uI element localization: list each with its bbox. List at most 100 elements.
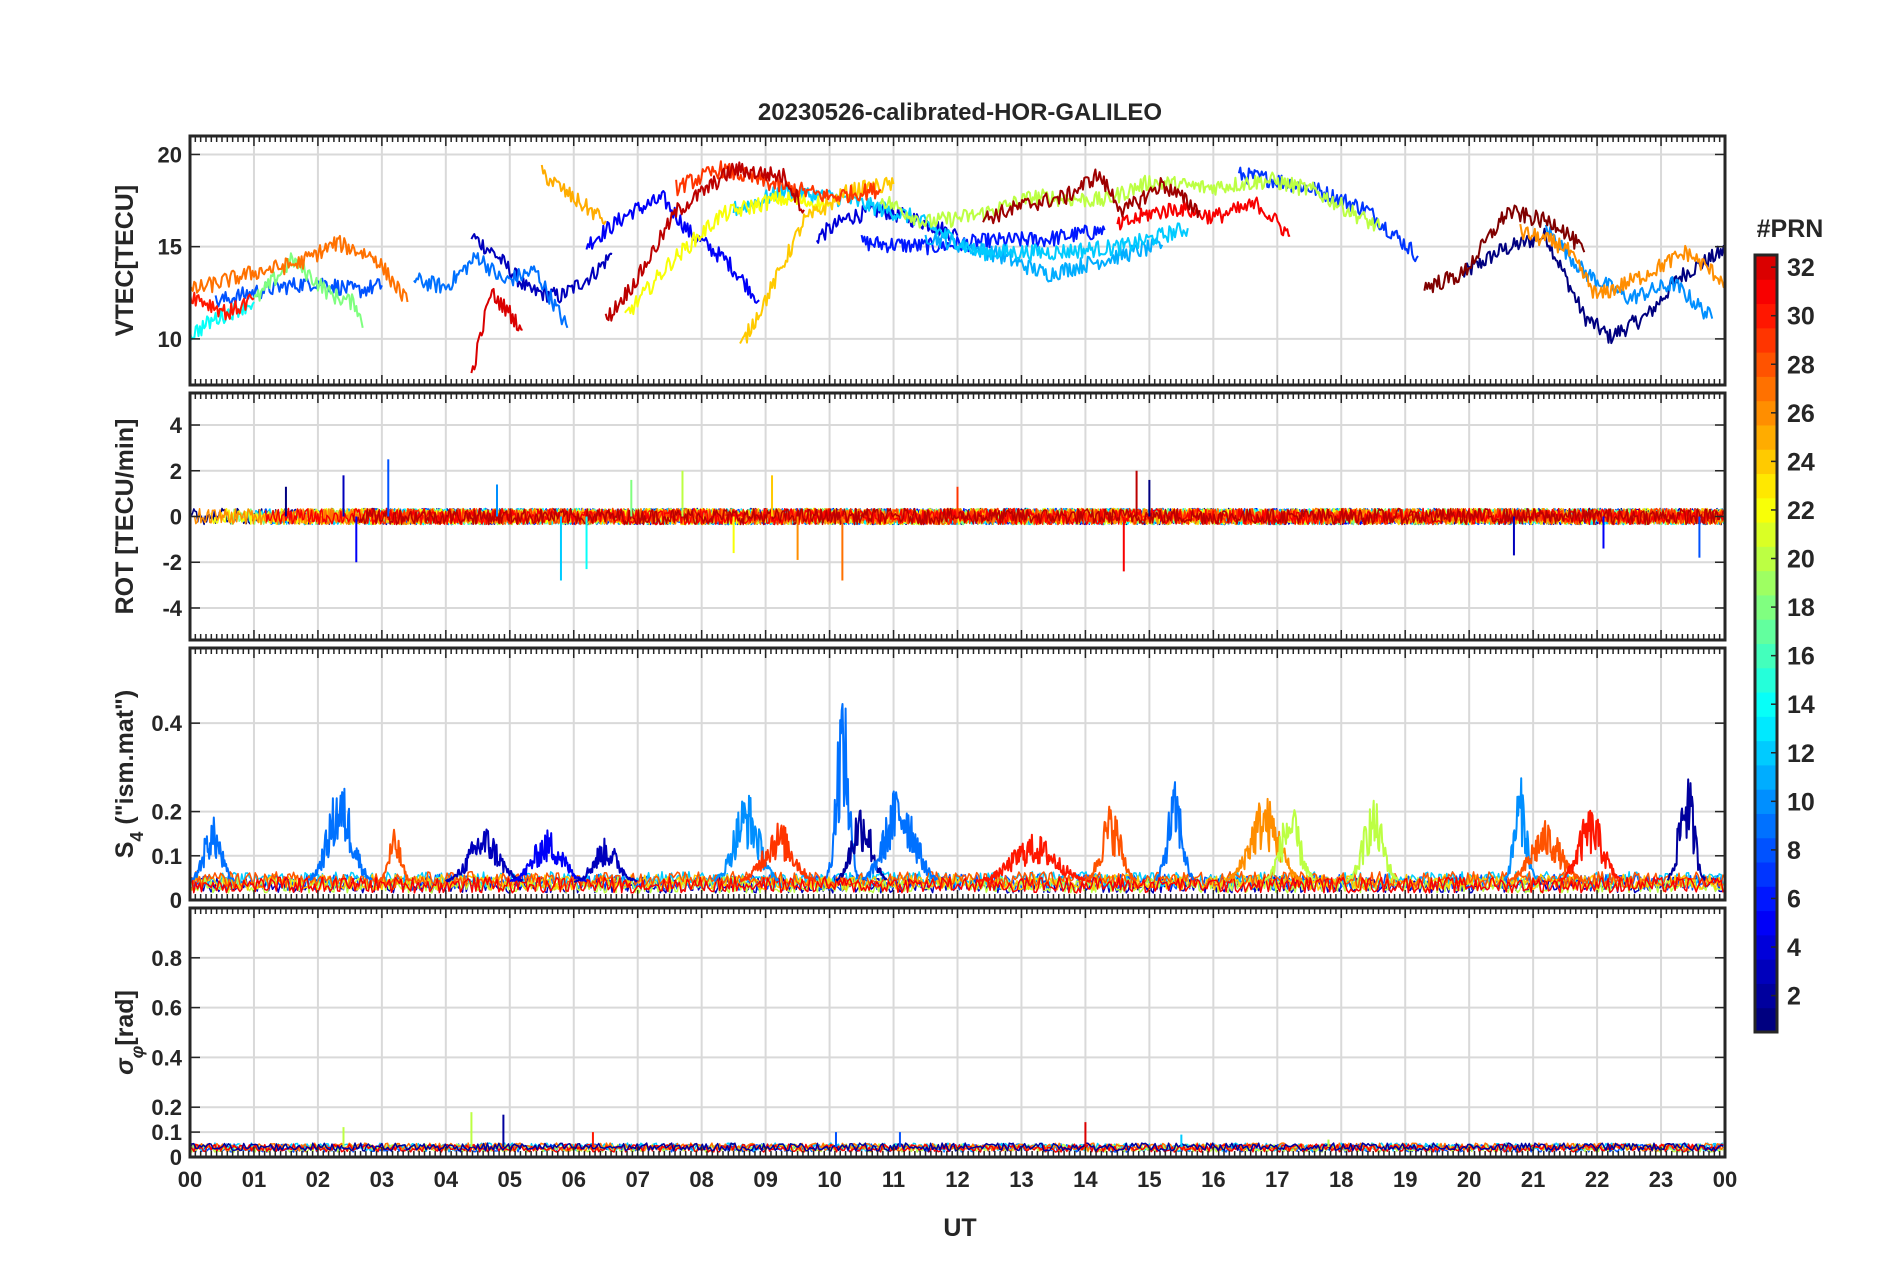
x-tick-label: 10 bbox=[817, 1167, 841, 1192]
series-prn-31 bbox=[1116, 196, 1291, 237]
burst-prn-9 bbox=[307, 787, 373, 881]
data-layer bbox=[190, 160, 1725, 374]
panel-rot: 4 2 0 -2 -4 ROT [TECU/min] bbox=[111, 391, 1727, 642]
x-tick-label: 05 bbox=[498, 1167, 522, 1192]
x-tick-label: 16 bbox=[1201, 1167, 1225, 1192]
burst-prn-28 bbox=[1084, 805, 1137, 882]
burst-prn-29 bbox=[739, 822, 817, 883]
x-tick-label: 11 bbox=[882, 1167, 905, 1192]
x-tick-label: 19 bbox=[1393, 1167, 1417, 1192]
colorbar-segment bbox=[1755, 886, 1777, 912]
burst-prn-9 bbox=[1155, 781, 1195, 881]
series-prn-10 bbox=[1544, 224, 1714, 320]
colorbar-segment bbox=[1755, 522, 1777, 547]
colorbar-segment bbox=[1755, 255, 1777, 280]
colorbar-segment bbox=[1755, 279, 1777, 305]
colorbar-border bbox=[1753, 253, 1779, 1034]
colorbar-tick-label: 14 bbox=[1787, 691, 1815, 719]
colorbar-tick-label: 18 bbox=[1787, 594, 1815, 622]
series-prn-20 bbox=[879, 171, 1381, 232]
colorbar-segment bbox=[1755, 352, 1777, 377]
colorbar-tick-label: 28 bbox=[1787, 351, 1815, 379]
y-axis-label: S4 ("ism.mat") bbox=[111, 690, 147, 859]
x-tick-label: 21 bbox=[1521, 1167, 1545, 1192]
burst-prn-30 bbox=[976, 833, 1092, 883]
x-tick-label: 07 bbox=[625, 1167, 649, 1192]
colorbar-segment bbox=[1755, 740, 1777, 766]
x-tick-label: 00 bbox=[178, 1167, 202, 1192]
y-tick-label: 20 bbox=[158, 142, 182, 167]
series-prn-14 bbox=[190, 299, 255, 341]
burst-prn-26 bbox=[1225, 797, 1303, 882]
y-tick-label: 2 bbox=[170, 459, 182, 484]
y-tick-label: 0.1 bbox=[151, 1120, 182, 1145]
colorbar-tick-label: 8 bbox=[1787, 837, 1801, 865]
series-prn-35 bbox=[1423, 204, 1586, 294]
colorbar-segment bbox=[1755, 716, 1777, 742]
series-prn-26 bbox=[1519, 223, 1725, 299]
series-prn-32 bbox=[470, 287, 523, 374]
series-prn-4 bbox=[815, 202, 959, 244]
x-tick-label: 15 bbox=[1137, 1167, 1161, 1192]
colorbar-segment bbox=[1755, 400, 1777, 426]
colorbar-segment bbox=[1755, 983, 1777, 1009]
colorbar-tick-label: 16 bbox=[1787, 643, 1815, 671]
y-tick-label: 0.4 bbox=[151, 1045, 182, 1070]
colorbar-segment bbox=[1755, 546, 1777, 572]
y-axis-label: σφ[rad] bbox=[111, 990, 147, 1075]
series-prn-33 bbox=[352, 507, 1725, 526]
burst-prn-10 bbox=[713, 794, 780, 882]
series-prn-18 bbox=[253, 252, 364, 328]
colorbar-segment bbox=[1755, 862, 1777, 887]
colorbar-segment bbox=[1755, 376, 1777, 402]
colorbar-segment bbox=[1755, 667, 1777, 693]
burst-prn-3 bbox=[445, 828, 524, 883]
y-tick-label: 10 bbox=[158, 327, 182, 352]
panel-vtec: 10 15 20 VTEC[TECU] bbox=[111, 134, 1727, 387]
colorbar-segment bbox=[1755, 303, 1777, 329]
y-tick-label: 0.1 bbox=[151, 844, 182, 869]
x-tick-label: 17 bbox=[1265, 1167, 1289, 1192]
x-tick-label: 08 bbox=[689, 1167, 713, 1192]
series-prn-12 bbox=[732, 184, 1189, 262]
colorbar-label: #PRN bbox=[1757, 215, 1824, 243]
burst-prn-28 bbox=[378, 828, 411, 882]
y-axis-label: VTEC[TECU] bbox=[111, 185, 139, 336]
colorbar-tick-label: 26 bbox=[1787, 400, 1815, 428]
y-axis-label: ROT [TECU/min] bbox=[111, 419, 139, 615]
burst-prn-5 bbox=[509, 829, 587, 883]
data-layer bbox=[190, 703, 1724, 894]
series-prn-30 bbox=[190, 291, 255, 321]
x-tick-label: 01 bbox=[242, 1167, 266, 1192]
burst-prn-9 bbox=[861, 790, 939, 882]
series-prn-28 bbox=[190, 870, 1724, 889]
x-tick-label: 02 bbox=[306, 1167, 330, 1192]
colorbar-segment bbox=[1755, 570, 1777, 596]
burst-prn-30 bbox=[1557, 809, 1624, 882]
colorbar-segment bbox=[1755, 594, 1777, 620]
y-tick-label: 4 bbox=[170, 413, 183, 438]
burst-prn-2 bbox=[1666, 778, 1706, 881]
series-prn-9 bbox=[413, 252, 569, 329]
series-prn-6 bbox=[860, 224, 1106, 256]
panel-border bbox=[188, 906, 1727, 1159]
burst-prn-9 bbox=[190, 816, 236, 883]
colorbar-segment bbox=[1755, 837, 1777, 863]
burst-prn-20 bbox=[1264, 809, 1316, 882]
x-tick-label: 09 bbox=[753, 1167, 777, 1192]
y-tick-label: 0 bbox=[170, 505, 182, 530]
colorbar-tick-label: 10 bbox=[1787, 788, 1815, 816]
colorbar-segment bbox=[1755, 473, 1777, 499]
y-tick-label: 0.6 bbox=[151, 996, 182, 1021]
colorbar-segment bbox=[1755, 1007, 1777, 1033]
x-tick-label: 18 bbox=[1329, 1167, 1353, 1192]
burst-prn-3 bbox=[573, 837, 638, 883]
burst-prn-20 bbox=[1347, 799, 1400, 882]
series-prn-27 bbox=[190, 234, 409, 303]
x-tick-label: 03 bbox=[370, 1167, 394, 1192]
colorbar-segment bbox=[1755, 327, 1777, 353]
x-tick-label: 00 bbox=[1713, 1167, 1737, 1192]
y-tick-label: 15 bbox=[158, 235, 182, 260]
colorbar-segment bbox=[1755, 643, 1777, 669]
